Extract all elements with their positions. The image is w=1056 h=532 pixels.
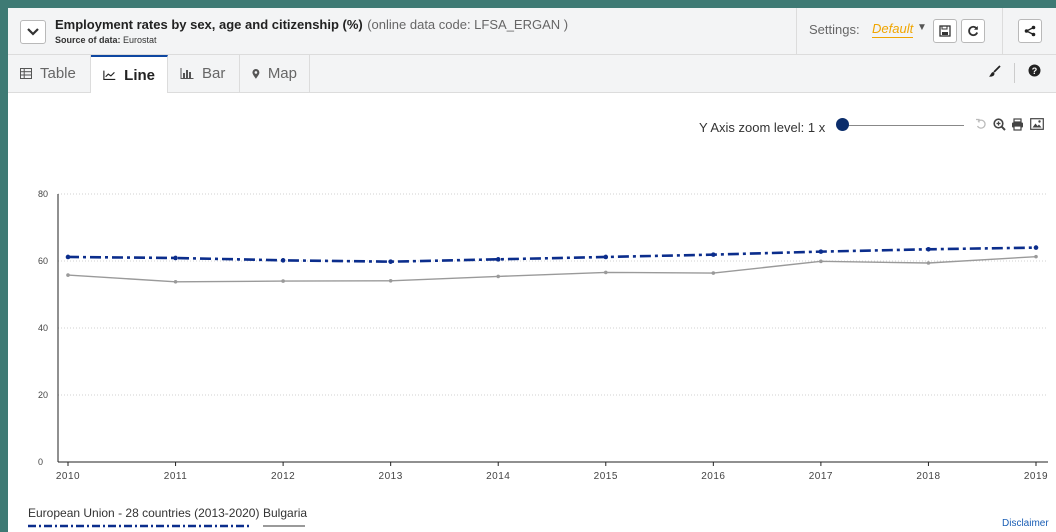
- title-block: Employment rates by sex, age and citizen…: [55, 16, 568, 45]
- print-icon[interactable]: [1011, 118, 1024, 134]
- tab-table[interactable]: Table: [8, 55, 91, 92]
- y-tick-label: 40: [38, 323, 48, 333]
- legend-eu-label: European Union - 28 countries (2013-2020…: [28, 506, 260, 520]
- legend-item-eu[interactable]: European Union - 28 countries (2013-2020…: [28, 506, 260, 528]
- x-tick-label: 2011: [164, 471, 188, 482]
- legend-item-bulgaria[interactable]: Bulgaria: [263, 506, 308, 527]
- legend-bulgaria-swatch: [263, 525, 305, 527]
- legend-bulgaria-label: Bulgaria: [263, 506, 308, 520]
- data-point-eu: [65, 254, 71, 260]
- dataset-code: (online data code: LFSA_ERGAN ): [367, 17, 569, 32]
- data-point-bulgaria: [66, 273, 70, 277]
- paintbrush-icon[interactable]: [988, 65, 1001, 81]
- data-point-bulgaria: [496, 274, 501, 279]
- y-tick-label: 20: [38, 390, 48, 400]
- share-area: [1002, 8, 1056, 54]
- data-point-eu: [173, 255, 178, 261]
- x-tick-label: 2017: [809, 471, 833, 482]
- tab-line[interactable]: Line: [91, 55, 168, 93]
- data-point-bulgaria: [819, 259, 823, 264]
- data-point-bulgaria: [603, 270, 608, 275]
- zoom-slider-track[interactable]: [846, 125, 964, 126]
- y-tick-label: 80: [38, 189, 48, 199]
- caret-down-icon[interactable]: ▼: [917, 22, 927, 33]
- share-icon: [1024, 25, 1036, 37]
- x-tick-label: 2012: [271, 471, 295, 482]
- data-point-eu: [603, 254, 609, 260]
- source-value: Eurostat: [123, 35, 157, 45]
- tab-line-label: Line: [124, 66, 155, 84]
- settings-area: Settings: Default ▼: [796, 8, 1007, 54]
- x-tick-label: 2016: [701, 471, 725, 482]
- source-label: Source of data:: [55, 35, 121, 45]
- data-point-bulgaria: [388, 278, 393, 283]
- x-tick-label: 2019: [1024, 471, 1048, 482]
- line-chart-icon: [103, 70, 116, 80]
- data-point-eu: [926, 246, 931, 252]
- data-point-bulgaria: [711, 271, 716, 275]
- floppy-disk-icon: [939, 25, 951, 37]
- legend-eu-swatch: [28, 524, 250, 528]
- tab-table-label: Table: [40, 65, 76, 82]
- panel-header: Employment rates by sex, age and citizen…: [8, 8, 1056, 55]
- view-tabs: Table Line Bar Map: [8, 55, 1056, 93]
- disclaimer-link[interactable]: Disclaimer: [1002, 518, 1049, 529]
- x-tick-label: 2013: [379, 471, 403, 482]
- data-point-eu: [818, 249, 824, 254]
- tab-bar[interactable]: Bar: [168, 55, 240, 92]
- picture-icon: [1030, 118, 1044, 130]
- data-point-bulgaria: [173, 279, 178, 284]
- undo-glyph: [976, 118, 986, 129]
- bar-chart-icon: [180, 68, 194, 79]
- data-point-eu: [495, 257, 501, 262]
- save-button[interactable]: [933, 19, 957, 43]
- x-tick-label: 2018: [916, 471, 940, 482]
- tab-map[interactable]: Map: [240, 55, 310, 92]
- x-tick-label: 2010: [56, 471, 80, 482]
- collapse-button[interactable]: [20, 20, 46, 44]
- dataset-title: Employment rates by sex, age and citizen…: [55, 17, 363, 32]
- magnifier-plus-icon: [993, 118, 1006, 131]
- data-point-bulgaria: [1034, 254, 1038, 259]
- toolbar-divider: [1014, 63, 1015, 83]
- data-point-eu: [1033, 245, 1039, 250]
- data-point-eu: [388, 259, 393, 264]
- settings-select[interactable]: Default: [872, 21, 914, 38]
- data-point-bulgaria: [926, 261, 931, 265]
- x-tick-label: 2014: [486, 471, 510, 482]
- y-tick-label: 0: [38, 457, 43, 467]
- series-line-bulgaria: [67, 255, 1037, 283]
- image-download-icon[interactable]: [1030, 118, 1044, 133]
- paintbrush-glyph: [989, 65, 1001, 77]
- x-tick-label: 2015: [594, 471, 618, 482]
- data-point-eu: [711, 252, 716, 257]
- help-icon[interactable]: ?: [1028, 64, 1041, 80]
- undo-icon[interactable]: [975, 118, 987, 133]
- zoom-label: Y Axis zoom level: 1 x: [699, 120, 826, 135]
- question-circle-icon: ?: [1028, 64, 1041, 77]
- line-chart: 0 20 40 60 80 2010 2011 2012 2013 2014 2015 2016 201…: [38, 189, 1048, 482]
- map-marker-icon: [252, 68, 260, 79]
- source-line: Source of data: Eurostat: [55, 35, 568, 45]
- tab-map-label: Map: [267, 65, 297, 82]
- series-layer: [65, 245, 1039, 284]
- table-icon: [20, 68, 32, 79]
- svg-text:?: ?: [1032, 66, 1038, 76]
- axis-layer: 0 20 40 60 80 2010 2011 2012 2013 2014 2015 2016 201…: [38, 189, 1048, 482]
- share-button[interactable]: [1018, 19, 1042, 43]
- zoom-in-icon[interactable]: [993, 118, 1006, 134]
- zoom-slider-handle[interactable]: [836, 118, 849, 131]
- y-tick-label: 60: [38, 256, 48, 266]
- refresh-icon: [968, 25, 979, 37]
- dataset-panel: Employment rates by sex, age and citizen…: [8, 8, 1056, 532]
- refresh-button[interactable]: [961, 19, 985, 43]
- data-point-eu: [280, 258, 286, 263]
- grid-layer: [58, 193, 1048, 396]
- settings-label: Settings:: [809, 22, 860, 37]
- chevron-down-icon: [27, 28, 39, 36]
- series-line-eu: [67, 246, 1037, 263]
- printer-icon: [1012, 118, 1023, 131]
- data-point-bulgaria: [281, 279, 285, 283]
- tab-bar-label: Bar: [202, 65, 226, 82]
